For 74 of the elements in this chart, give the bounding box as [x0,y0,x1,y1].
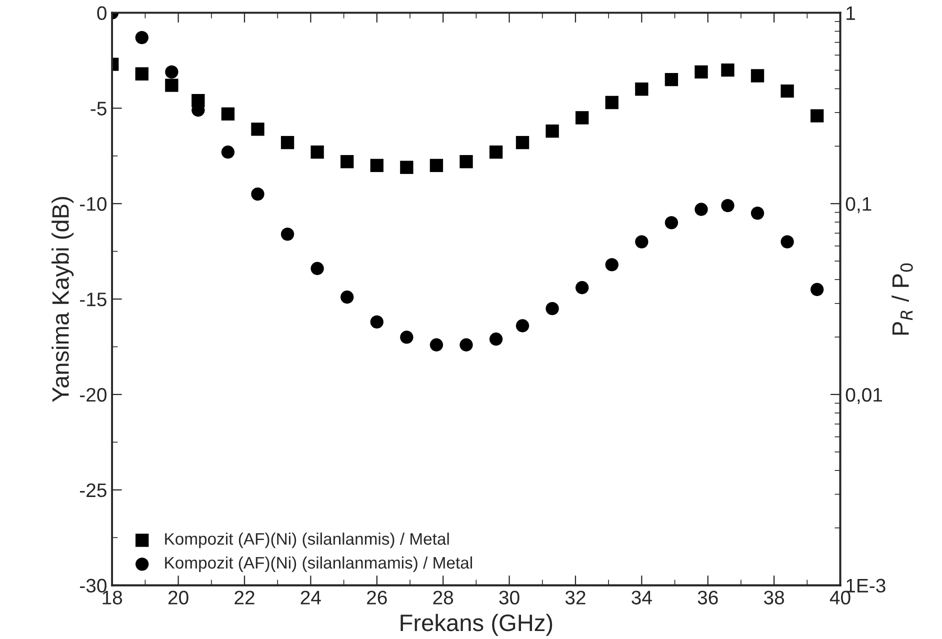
point [165,78,178,92]
point [605,96,618,110]
x-tick-label: 32 [565,590,586,604]
point [310,262,324,276]
x-tick-label: 18 [102,590,122,604]
y-axis-title: Yansima Kaybi (dB) [52,197,74,402]
y2-tick-label: 0,01 [846,388,882,404]
point [165,65,178,79]
point [489,332,503,346]
point [340,290,354,304]
legend-label: Kompozit (AF)(Ni) (silanlanmis) / Metal [165,532,449,548]
point [221,146,235,159]
point [460,155,473,168]
point [635,235,648,248]
point [750,69,764,82]
point [340,155,354,168]
point [221,107,235,121]
x-tick-label: 24 [300,590,321,604]
point [576,111,589,124]
y-tick-label: -10 [80,197,106,211]
point [635,82,648,96]
point [251,188,264,201]
y-tick-label: 0 [97,6,106,20]
y2-tick-label: 1E-3 [846,578,886,593]
y-tick-label: -5 [90,102,106,116]
point [280,136,294,150]
point [780,84,794,98]
point [721,63,734,77]
x-tick-label: 20 [168,590,188,604]
x-tick-label: 22 [234,590,254,604]
point [516,136,530,150]
point [370,315,384,329]
y2-tick-label: 0,1 [846,197,872,214]
x-tick-label: 26 [367,590,387,604]
point [694,202,708,216]
point [516,319,530,332]
point [135,67,148,80]
point [664,72,678,86]
point [810,282,824,296]
point [546,124,559,138]
y-tick-label: -15 [80,292,106,306]
y-tick-label: -20 [80,388,106,402]
point [721,198,734,212]
x-axis-title: Frekans (GHz) [400,614,552,636]
x-tick-label: 36 [698,590,718,604]
y2-tick-label: 1 [846,6,855,20]
point [810,109,824,122]
point [400,160,414,174]
legend-label: Kompozit (AF)(Ni) (silanlanmamis) / Metal [165,556,472,572]
point [780,235,794,248]
point [400,330,414,344]
y-tick-label: -30 [80,578,106,593]
point [310,146,324,159]
point [546,302,559,316]
point [430,338,444,352]
y-tick-label: -25 [80,483,106,498]
x-tick-label: 30 [499,590,520,604]
x-tick-label: 34 [632,590,652,604]
x-tick-label: 28 [433,590,454,604]
point [430,158,444,172]
point [280,228,294,241]
point [664,216,678,230]
point [694,65,708,79]
y2-axis-title: P$_{R}$ / P$_{0}$ [892,263,913,335]
x-tick-label: 40 [830,590,850,604]
x-tick-label: 38 [764,590,784,604]
point [251,122,264,136]
point [489,146,503,159]
point [135,31,148,44]
point [750,206,764,220]
point [605,258,618,272]
point [576,281,589,294]
point [370,158,384,172]
point [460,338,473,352]
